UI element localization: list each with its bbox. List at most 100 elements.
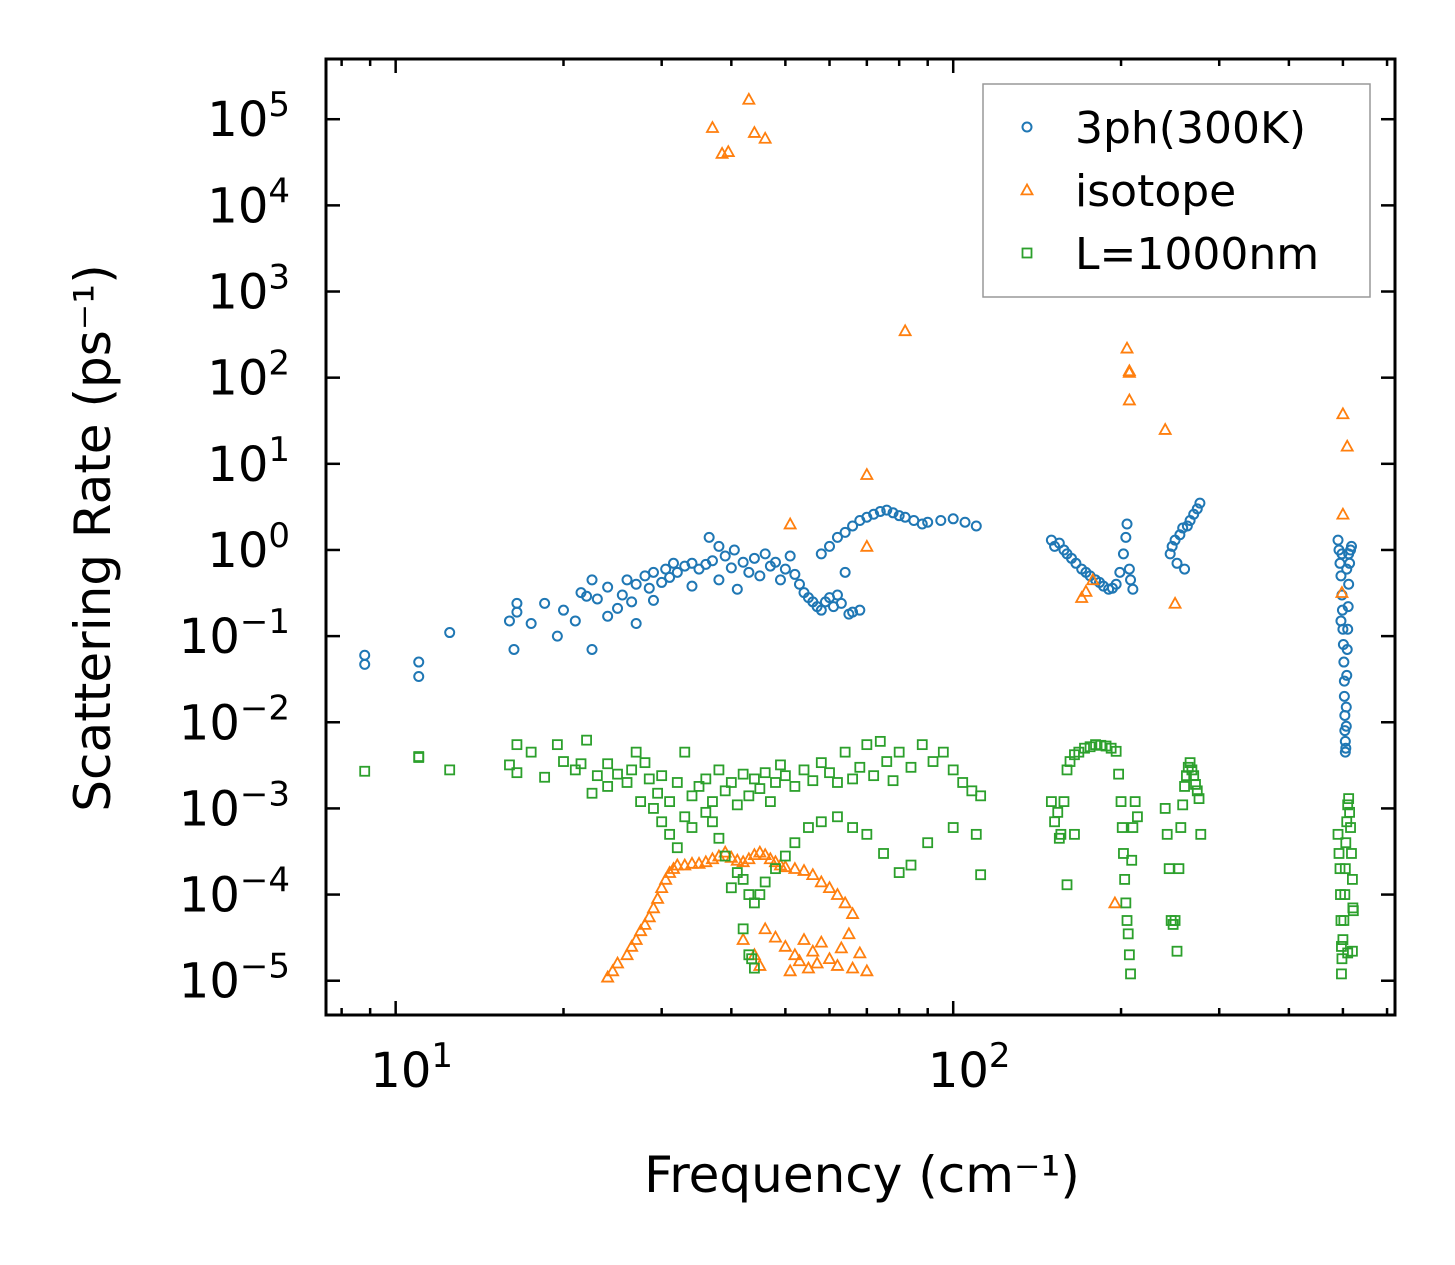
data-point — [779, 850, 791, 862]
data-point — [736, 854, 751, 868]
data-point — [730, 852, 745, 866]
data-point — [887, 775, 899, 787]
data-point — [1179, 563, 1191, 575]
data-point — [511, 739, 523, 751]
data-point — [838, 895, 853, 909]
data-point — [845, 960, 860, 974]
legend-marker-triangle — [1019, 182, 1035, 196]
data-point — [916, 739, 928, 751]
data-point — [792, 953, 807, 967]
data-point — [1347, 905, 1359, 917]
data-point — [719, 785, 731, 797]
data-point — [970, 520, 982, 532]
data-point — [686, 790, 698, 802]
data-point — [1173, 863, 1185, 875]
data-point — [686, 580, 698, 592]
data-point — [569, 764, 581, 776]
data-point — [703, 531, 715, 543]
data-point — [731, 867, 743, 878]
data-point — [359, 649, 371, 661]
data-point — [815, 816, 827, 828]
data-point — [796, 863, 812, 876]
y-tick-label: 10−5 — [179, 947, 290, 1010]
data-point — [748, 552, 760, 564]
data-point — [789, 837, 801, 849]
data-point — [830, 887, 845, 900]
data-point — [1343, 578, 1355, 590]
data-point — [1069, 828, 1080, 840]
data-point — [1343, 793, 1355, 805]
data-point — [1174, 529, 1186, 541]
data-point — [737, 923, 749, 935]
x-tick-label: 102 — [928, 1036, 1011, 1099]
data-point — [557, 604, 569, 616]
data-point — [975, 790, 987, 802]
data-point — [868, 508, 880, 520]
data-point — [805, 943, 820, 957]
data-point — [1129, 796, 1141, 807]
data-point — [1336, 941, 1347, 952]
data-point — [731, 799, 743, 811]
data-point — [764, 796, 776, 807]
data-point — [1158, 422, 1173, 435]
data-point — [1190, 779, 1201, 790]
data-point — [737, 556, 749, 568]
data-point — [1122, 365, 1137, 378]
data-point — [878, 848, 889, 859]
data-point — [646, 900, 661, 914]
data-point — [1085, 572, 1100, 586]
data-point — [1164, 548, 1176, 560]
data-point — [859, 963, 874, 977]
data-point — [1125, 574, 1137, 586]
data-point — [581, 734, 592, 746]
data-point — [652, 787, 664, 799]
data-point — [626, 596, 638, 608]
data-point — [1127, 583, 1139, 595]
data-point — [1120, 531, 1132, 543]
data-point — [1339, 863, 1351, 875]
data-point — [1175, 822, 1187, 833]
legend-label: 3ph(300K) — [1075, 103, 1306, 154]
data-point — [731, 583, 743, 595]
data-point — [922, 516, 934, 528]
data-point — [927, 756, 939, 767]
data-point — [511, 606, 523, 618]
data-point — [759, 548, 771, 560]
data-point — [966, 785, 978, 797]
data-point — [768, 854, 783, 868]
data-point — [610, 955, 625, 969]
data-point — [602, 581, 614, 593]
data-point — [591, 593, 603, 605]
data-point — [1113, 768, 1125, 780]
data-point — [725, 882, 737, 894]
data-point — [868, 770, 880, 782]
data-point — [845, 906, 860, 919]
data-point — [1339, 889, 1351, 900]
y-tick-label: 10−3 — [179, 774, 290, 837]
data-point — [1340, 742, 1352, 754]
data-point — [1193, 793, 1205, 805]
data-point — [1171, 557, 1183, 569]
data-point — [1191, 503, 1203, 515]
data-point — [783, 516, 798, 530]
data-point — [957, 777, 969, 788]
data-point — [591, 770, 603, 782]
data-point — [1045, 796, 1057, 807]
data-point — [822, 880, 837, 894]
data-point — [824, 767, 835, 779]
data-point — [749, 897, 760, 909]
data-point — [700, 773, 712, 785]
data-point — [1119, 873, 1131, 885]
data-point — [1049, 816, 1060, 828]
data-point — [814, 934, 829, 948]
data-point — [831, 531, 843, 543]
data-point — [643, 582, 655, 594]
data-point — [728, 544, 740, 556]
data-point — [1084, 741, 1096, 753]
y-tick-label: 104 — [207, 171, 290, 234]
y-tick-label: 10−4 — [179, 861, 290, 924]
data-point — [666, 861, 681, 874]
data-point — [706, 555, 718, 567]
data-point — [619, 947, 635, 961]
data-point — [975, 869, 987, 881]
